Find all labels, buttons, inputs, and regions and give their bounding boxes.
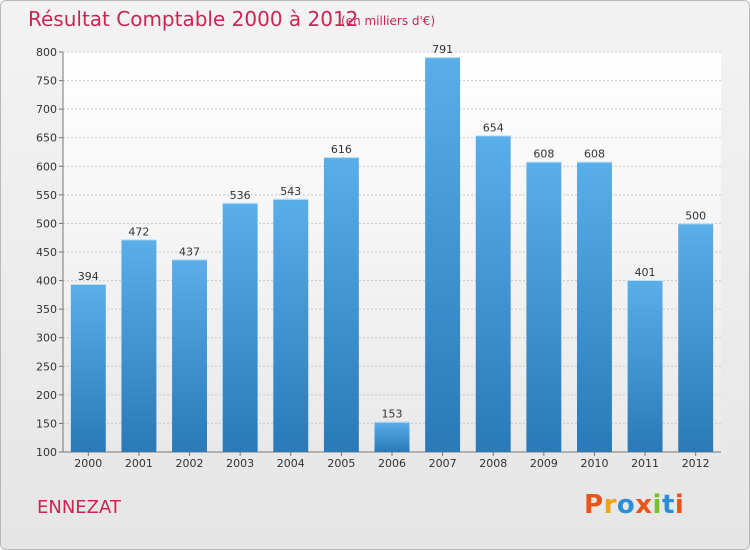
y-tick-label: 500 <box>36 217 57 230</box>
x-tick-label: 2005 <box>327 457 355 470</box>
x-tick-label: 2012 <box>682 457 710 470</box>
bar-value-label: 654 <box>483 121 504 134</box>
bar <box>273 198 309 452</box>
x-tick-label: 2010 <box>580 457 608 470</box>
bar <box>627 280 663 452</box>
bar-value-label: 153 <box>382 408 403 421</box>
bar-value-label: 401 <box>635 266 656 279</box>
bar-value-label: 791 <box>432 43 453 56</box>
logo-letter: x <box>635 490 653 520</box>
bar <box>172 259 208 452</box>
bar <box>475 135 511 452</box>
bar-value-label: 394 <box>78 270 99 283</box>
bar-value-label: 500 <box>685 209 706 222</box>
logo-letter: i <box>674 490 685 520</box>
y-tick-label: 300 <box>36 332 57 345</box>
x-tick-label: 2002 <box>176 457 204 470</box>
y-tick-label: 550 <box>36 189 57 202</box>
y-tick-label: 400 <box>36 275 57 288</box>
x-tick-label: 2009 <box>530 457 558 470</box>
bar-value-label: 536 <box>230 189 251 202</box>
y-tick-label: 250 <box>36 360 57 373</box>
bar <box>526 161 562 452</box>
bar <box>222 202 258 452</box>
x-tick-label: 2007 <box>429 457 457 470</box>
logo-letter: i <box>652 490 662 520</box>
y-tick-label: 700 <box>36 103 57 116</box>
x-tick-label: 2008 <box>479 457 507 470</box>
bar <box>374 421 410 452</box>
x-tick-label: 2000 <box>74 457 102 470</box>
x-tick-label: 2003 <box>226 457 254 470</box>
bar <box>70 284 106 452</box>
bar-value-label: 437 <box>179 245 200 258</box>
bar-value-label: 608 <box>584 148 605 161</box>
y-tick-label: 200 <box>36 389 57 402</box>
bar <box>323 157 359 452</box>
logo-letter: o <box>616 490 636 520</box>
y-tick-label: 800 <box>36 46 57 59</box>
y-tick-label: 350 <box>36 303 57 316</box>
bar <box>121 239 157 452</box>
bar-value-label: 616 <box>331 143 352 156</box>
logo-letter: r <box>603 490 617 520</box>
x-tick-label: 2011 <box>631 457 659 470</box>
bar <box>678 223 714 452</box>
commune-name: ENNEZAT <box>37 497 121 518</box>
bar-value-label: 543 <box>280 185 301 198</box>
proxiti-logo: Proxiti <box>584 490 684 520</box>
x-tick-label: 2004 <box>277 457 305 470</box>
y-tick-label: 650 <box>36 132 57 145</box>
bar-value-label: 608 <box>533 148 554 161</box>
x-tick-label: 2006 <box>378 457 406 470</box>
bar <box>425 57 461 453</box>
y-tick-label: 150 <box>36 417 57 430</box>
x-tick-label: 2001 <box>125 457 153 470</box>
y-tick-label: 750 <box>36 75 57 88</box>
bar-value-label: 472 <box>128 225 149 238</box>
bar <box>576 161 612 452</box>
y-tick-label: 600 <box>36 160 57 173</box>
logo-letter: P <box>584 490 604 520</box>
chart-title: Résultat Comptable 2000 à 2012 <box>28 7 359 31</box>
chart-subtitle: (en milliers d'€) <box>341 14 436 28</box>
y-tick-label: 100 <box>36 446 57 459</box>
y-tick-label: 450 <box>36 246 57 259</box>
logo-letter: t <box>661 490 675 520</box>
